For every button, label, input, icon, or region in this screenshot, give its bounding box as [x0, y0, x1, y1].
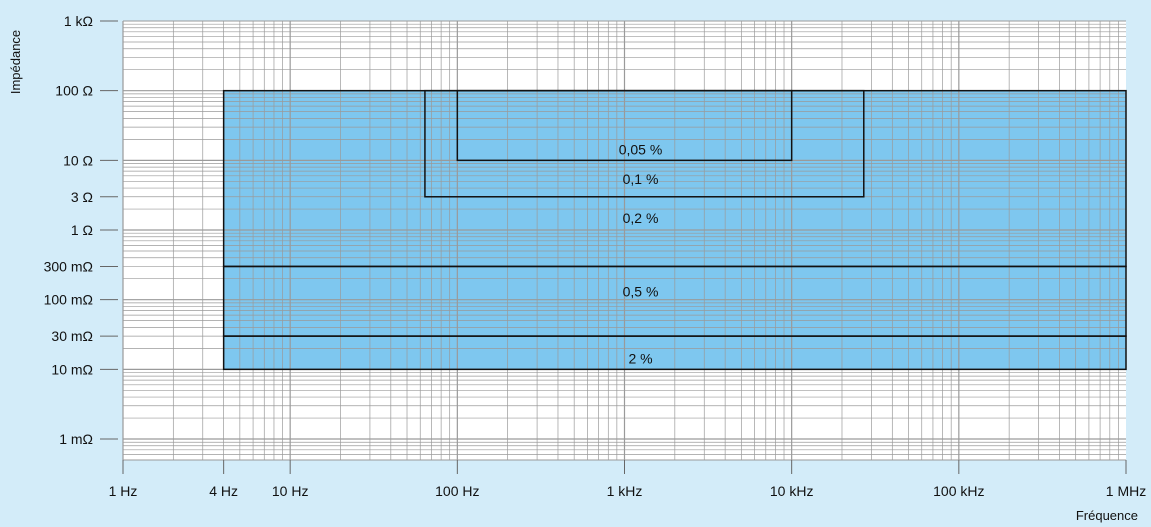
x-tick-label: 100 Hz — [435, 483, 479, 499]
y-tick-label: 100 Ω — [55, 83, 93, 99]
zone-label: 0,1 % — [623, 171, 659, 187]
y-tick-label: 1 kΩ — [64, 13, 93, 29]
x-tick-label: 4 Hz — [209, 483, 238, 499]
y-tick-label: 30 mΩ — [51, 328, 93, 344]
accuracy-zones — [222, 89, 1127, 371]
y-tick-label: 10 mΩ — [51, 361, 93, 377]
y-tick-label: 300 mΩ — [44, 258, 93, 274]
zone-labels: 0,05 % 0,1 % 0,2 % 0,5 % 2 % — [619, 141, 663, 366]
x-tick-label: 1 kHz — [607, 483, 643, 499]
accuracy-zone — [456, 89, 793, 162]
y-tick-label: 1 mΩ — [59, 431, 93, 447]
accuracy-zone — [222, 335, 1127, 371]
zone-label: 0,5 % — [623, 284, 659, 300]
y-tick-label: 1 Ω — [71, 222, 93, 238]
y-tick-label: 10 Ω — [63, 152, 93, 168]
zone-label: 0,2 % — [623, 210, 659, 226]
x-tick-label: 1 Hz — [109, 483, 138, 499]
y-tick-label: 3 Ω — [71, 189, 93, 205]
zone-label: 0,05 % — [619, 141, 663, 157]
x-tick-label: 10 kHz — [770, 483, 814, 499]
x-tick-label: 1 MHz — [1106, 483, 1146, 499]
x-tick-label: 100 kHz — [933, 483, 984, 499]
x-axis-title: Fréquence — [1076, 508, 1138, 523]
y-tick-label: 100 mΩ — [44, 292, 93, 308]
x-tick-label: 10 Hz — [272, 483, 309, 499]
zone-label: 2 % — [628, 350, 652, 366]
y-axis-title: Impédance — [8, 30, 23, 94]
axis-ticks: 1 kΩ 100 Ω 10 Ω 3 Ω 1 Ω 300 mΩ 100 mΩ 30 mΩ 10 m… — [44, 13, 1147, 499]
